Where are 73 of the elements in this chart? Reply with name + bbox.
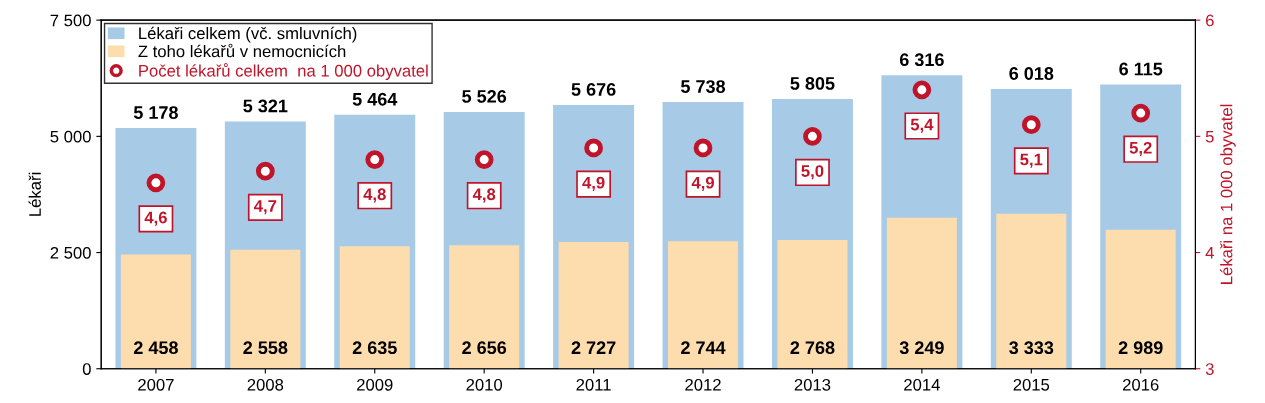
data-label: 4,6	[144, 211, 167, 226]
data-label: 4,7	[254, 200, 277, 215]
data-label: 4,8	[363, 188, 386, 203]
data-label: 2 458	[133, 341, 178, 355]
y-tick-label: 2 500	[50, 246, 91, 259]
data-label: 2 768	[790, 341, 835, 355]
bar	[996, 213, 1067, 369]
data-label: 5,1	[1020, 153, 1043, 168]
data-label: 3 333	[1009, 341, 1054, 355]
x-tick-label: 2011	[576, 378, 611, 391]
data-label: 5 805	[790, 77, 835, 90]
legend-label: Počet lékařů celkem na 1 000 obyvatel	[139, 63, 428, 80]
data-label: 2 744	[681, 341, 726, 354]
data-label: 4,8	[472, 188, 496, 203]
data-label: 5 464	[352, 92, 398, 106]
bar	[120, 254, 191, 369]
x-tick-label: 2012	[685, 378, 721, 391]
data-label: 5 738	[680, 80, 726, 93]
bar	[886, 217, 957, 369]
point	[912, 80, 932, 100]
bar	[449, 245, 520, 369]
data-label: 4,9	[691, 176, 714, 191]
bar	[777, 240, 848, 369]
point	[365, 150, 385, 169]
data-label: 3 249	[899, 341, 944, 355]
bar	[230, 249, 301, 369]
y2-axis-title: Lékaři na 1 000 obyvatel	[1219, 104, 1236, 284]
y2-tick-label: 6	[1205, 14, 1214, 27]
data-label: 2 656	[462, 341, 507, 355]
point	[803, 126, 822, 146]
data-label: 5 178	[133, 106, 178, 119]
data-label: 2 989	[1118, 341, 1163, 355]
data-label: 6 018	[1009, 67, 1054, 80]
y-axis-title: Lékaři	[28, 172, 41, 216]
data-label: 5,0	[801, 165, 824, 180]
x-tick-label: 2010	[466, 378, 503, 391]
data-label: 2 635	[352, 341, 397, 355]
x-tick-label: 2014	[904, 378, 940, 391]
bar	[668, 241, 739, 369]
data-label: 5,2	[1129, 141, 1152, 157]
bar	[339, 246, 410, 369]
y-tick-label: 5 000	[50, 130, 91, 143]
data-label: 5 526	[462, 89, 507, 103]
data-label: 5,4	[910, 118, 934, 133]
point	[693, 138, 713, 158]
bar	[1105, 229, 1176, 369]
data-label: 6 115	[1119, 62, 1163, 76]
point	[146, 173, 166, 193]
data-label: 4,9	[582, 176, 605, 191]
legend-label: Z toho lékařů v nemocnicích	[138, 43, 346, 58]
y-tick-label: 0	[82, 363, 91, 375]
data-label: 5 321	[243, 99, 288, 113]
point	[1131, 103, 1151, 123]
point	[474, 150, 494, 169]
x-tick-label: 2009	[357, 378, 393, 391]
x-tick-label: 2016	[1123, 378, 1159, 391]
data-label: 6 316	[899, 53, 944, 67]
data-label: 5 676	[571, 83, 616, 96]
legend-label: Lékaři celkem (vč. smluvních)	[139, 26, 357, 43]
x-tick-label: 2013	[794, 378, 831, 391]
x-tick-label: 2007	[138, 378, 174, 391]
x-tick-label: 2015	[1013, 378, 1050, 391]
bar	[558, 242, 629, 369]
y-tick-label: 7 500	[50, 14, 91, 27]
y2-tick-label: 3	[1205, 363, 1214, 375]
point	[255, 161, 275, 181]
y2-tick-label: 4	[1205, 247, 1214, 259]
x-tick-label: 2008	[247, 378, 284, 391]
point	[584, 138, 603, 158]
data-label: 2 558	[243, 341, 288, 355]
data-label: 2 727	[571, 341, 616, 354]
y2-tick-label: 5	[1205, 130, 1214, 143]
point	[1021, 115, 1041, 135]
